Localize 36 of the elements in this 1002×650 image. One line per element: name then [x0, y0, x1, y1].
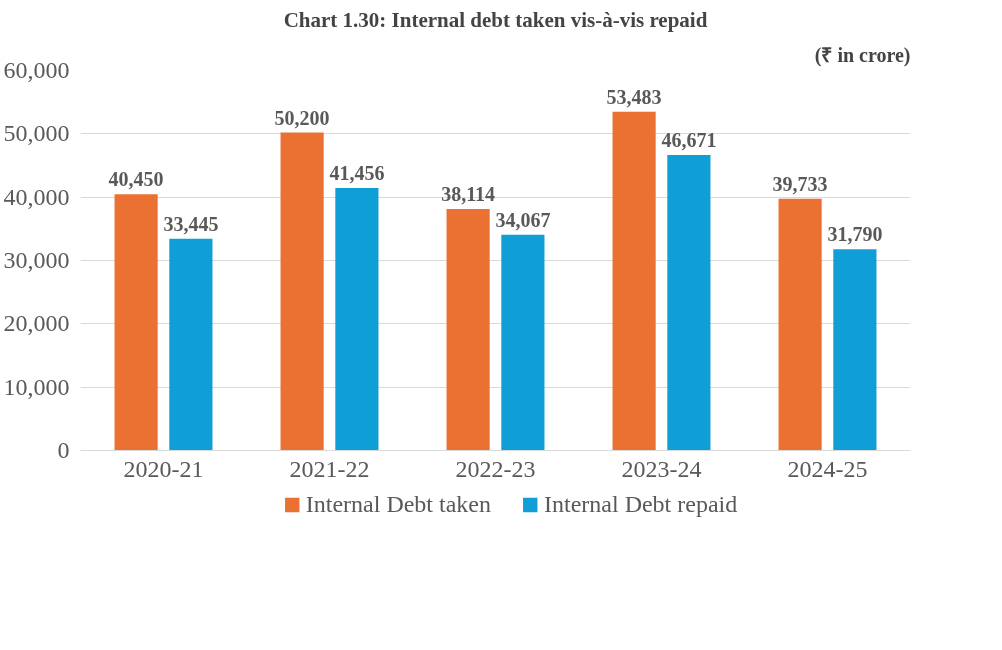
bar	[446, 209, 490, 451]
bar	[114, 194, 158, 451]
y-tick-label: 20,000	[3, 310, 70, 337]
data-label: 34,067	[495, 208, 551, 231]
x-tick-label: 2023-24	[621, 455, 702, 482]
chart-subtitle: (₹ in crore)	[814, 43, 911, 67]
x-tick-label: 2024-25	[787, 455, 868, 482]
x-tick-label: 2020-21	[123, 455, 204, 482]
bar	[667, 154, 711, 451]
y-tick-label: 40,000	[3, 183, 70, 210]
y-tick-label: 10,000	[3, 373, 70, 400]
y-tick-label: 50,000	[3, 120, 70, 147]
chart-title: Chart 1.30: Internal debt taken vis-à-vis repaid	[283, 7, 708, 32]
data-label: 41,456	[329, 161, 385, 184]
x-tick-label: 2022-23	[455, 455, 536, 482]
bar	[280, 132, 324, 451]
data-label: 39,733	[772, 172, 828, 195]
data-label: 46,671	[661, 128, 717, 151]
bar	[501, 234, 545, 451]
x-tick-label: 2021-22	[289, 455, 370, 482]
y-tick-label: 60,000	[3, 57, 70, 83]
legend-label: Internal Debt repaid	[544, 490, 738, 518]
legend-label: Internal Debt taken	[305, 490, 491, 518]
bar	[833, 249, 877, 451]
data-label: 38,114	[441, 183, 496, 206]
bar	[612, 111, 656, 451]
y-tick-label: 0	[57, 437, 70, 463]
bar	[335, 187, 379, 451]
data-label: 50,200	[274, 106, 330, 129]
data-label: 33,445	[163, 212, 219, 235]
data-label: 31,790	[827, 223, 883, 246]
data-label: 53,483	[606, 85, 662, 108]
y-tick-label: 30,000	[3, 247, 70, 273]
data-label: 40,450	[108, 168, 164, 191]
bar	[778, 198, 822, 451]
bar	[169, 238, 213, 451]
